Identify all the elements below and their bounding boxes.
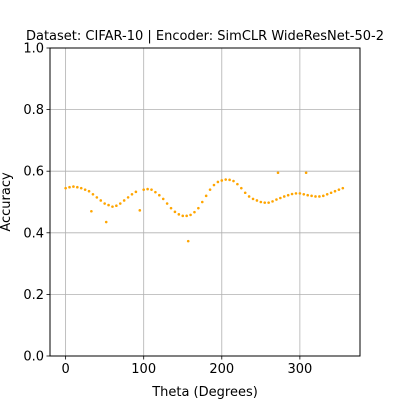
scatter-point: [310, 194, 313, 198]
scatter-point: [294, 192, 298, 195]
scatter-point: [232, 179, 235, 183]
y-tick-label: 0.4: [23, 226, 44, 241]
scatter-point: [224, 178, 227, 181]
scatter-point: [142, 188, 146, 191]
scatter-point: [181, 214, 185, 218]
y-axis-label: Accuracy: [0, 172, 14, 232]
scatter-point: [255, 199, 259, 202]
scatter-point: [169, 206, 173, 210]
scatter-point: [111, 205, 114, 208]
scatter-point: [314, 195, 317, 198]
scatter-point: [276, 171, 280, 175]
scatter-point: [146, 187, 149, 191]
scatter-point: [118, 202, 122, 205]
scatter-point: [275, 198, 278, 201]
scatter-point: [321, 194, 325, 198]
scatter-point: [208, 188, 212, 191]
x-tick-label: 100: [131, 362, 156, 377]
scatter-point: [298, 192, 302, 195]
y-tick-label: 0.6: [23, 165, 44, 180]
scatter-point: [83, 188, 87, 191]
scatter-point: [91, 193, 95, 196]
scatter-point: [122, 199, 126, 202]
y-tick-label: 0.0: [23, 350, 44, 365]
scatter-point: [104, 220, 108, 224]
scatter-point: [333, 189, 337, 193]
scatter-point: [161, 197, 165, 201]
scatter-point: [154, 190, 157, 194]
scatter-point: [64, 186, 67, 190]
scatter-point: [341, 186, 345, 190]
scatter-point: [282, 195, 286, 198]
scatter-point: [130, 193, 134, 196]
scatter-point: [138, 209, 142, 212]
scatter-point: [76, 185, 79, 189]
scatter-point: [126, 196, 130, 199]
scatter-point: [243, 191, 247, 195]
scatter-point: [79, 186, 83, 190]
scatter-point: [90, 209, 93, 213]
scatter-point: [185, 214, 188, 218]
y-tick-label: 1.0: [23, 42, 44, 57]
plot-frame: [49, 47, 361, 357]
x-tick-label: 0: [61, 362, 69, 377]
scatter-point: [68, 185, 71, 189]
scatter-point: [290, 192, 294, 196]
scatter-point: [115, 204, 118, 207]
scatter-point: [189, 213, 192, 217]
scatter-point: [150, 188, 153, 191]
scatter-point: [158, 193, 161, 197]
scatter-point: [304, 171, 308, 175]
scatter-point: [240, 186, 243, 190]
scatter-point: [204, 194, 208, 198]
x-axis-label: Theta (Degrees): [151, 385, 258, 400]
scatter-points: [64, 171, 345, 243]
scatter-point: [267, 201, 270, 204]
chart-title: Dataset: CIFAR-10 | Encoder: SimCLR Wide…: [26, 29, 384, 44]
scatter-point: [220, 179, 224, 182]
scatter-point: [329, 191, 333, 195]
scatter-point: [193, 210, 196, 214]
scatter-point: [251, 197, 255, 201]
scatter-point: [263, 201, 267, 204]
y-tick-label: 0.8: [23, 103, 44, 118]
scatter-point: [186, 239, 190, 243]
scatter-point: [107, 203, 110, 207]
scatter-point: [302, 193, 306, 196]
scatter-point: [72, 185, 75, 188]
y-tick-label: 0.2: [23, 288, 44, 303]
scatter-point: [279, 196, 282, 200]
scatter-point: [325, 193, 329, 196]
scatter-point: [165, 202, 169, 205]
scatter-point: [134, 190, 138, 194]
scatter-point: [228, 178, 231, 182]
scatter-point: [95, 196, 99, 199]
scatter-point: [286, 193, 290, 197]
scatter-point: [318, 195, 321, 198]
scatter-point: [99, 199, 103, 202]
scatter-point: [247, 195, 251, 198]
scatter-point: [212, 183, 216, 187]
scatter-point: [200, 200, 204, 204]
scatter-point: [173, 210, 177, 214]
scatter-point: [177, 213, 181, 216]
scatter-point: [236, 182, 239, 186]
scatter-point: [271, 200, 274, 203]
scatter-point: [306, 193, 309, 197]
x-tick-label: 200: [209, 362, 234, 377]
ticks: 0 100 200 300 0.0 0.2 0.4 0.6 0.8 1.0: [23, 42, 312, 378]
scatter-point: [103, 202, 106, 205]
scatter-point: [87, 189, 91, 193]
scatter-point: [259, 200, 263, 204]
x-tick-label: 300: [287, 362, 312, 377]
scatter-point: [216, 180, 220, 184]
scatter-point: [337, 188, 341, 191]
scatter-point: [197, 206, 200, 210]
